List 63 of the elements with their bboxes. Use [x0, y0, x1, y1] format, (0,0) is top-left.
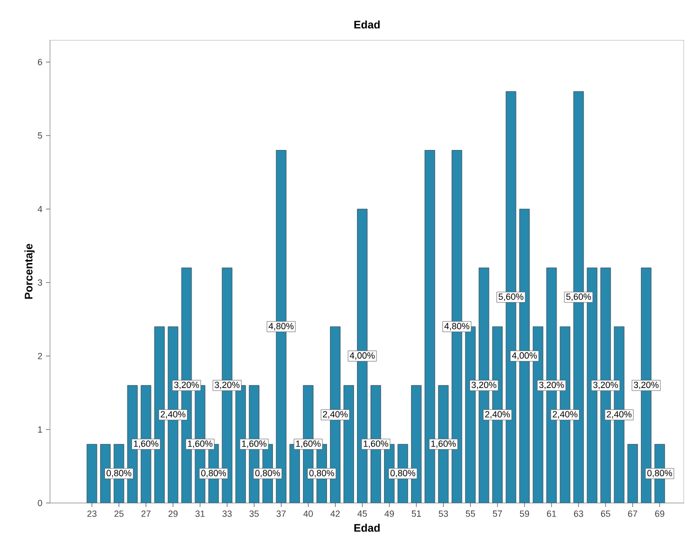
data-label: 1,60%	[134, 440, 158, 448]
data-label: 3,20%	[593, 382, 618, 390]
data-label: 1,60%	[364, 440, 388, 448]
x-tick-label: 59	[520, 510, 530, 517]
x-tick-label: 57	[492, 510, 502, 517]
data-label: 4,80%	[268, 322, 294, 330]
x-tick-label: 33	[222, 510, 232, 517]
x-tick-label: 61	[546, 510, 556, 517]
x-tick-label: 27	[141, 510, 151, 517]
data-label: 0,80%	[309, 470, 334, 478]
x-tick-label: 51	[412, 510, 421, 517]
data-label: 3,20%	[472, 382, 496, 390]
data-label: 3,20%	[174, 382, 199, 390]
data-label: 1,60%	[296, 440, 321, 448]
data-label: 0,80%	[647, 470, 672, 478]
x-tick-label: 42	[330, 510, 340, 517]
x-tick-label: 53	[438, 510, 448, 517]
data-label: 4,80%	[444, 322, 470, 330]
y-tick-label: 4	[38, 206, 42, 212]
data-label: 0,80%	[390, 470, 416, 478]
data-label: 2,40%	[322, 411, 348, 419]
x-tick-label: 67	[628, 510, 638, 517]
x-axis-title: Edad	[354, 524, 380, 532]
data-label: 2,40%	[552, 411, 578, 419]
x-tick-label: 40	[303, 510, 313, 517]
x-tick-label: 63	[574, 510, 584, 517]
data-label: 3,20%	[539, 382, 564, 390]
data-label: 0,80%	[201, 470, 226, 478]
data-label: 4,00%	[350, 352, 375, 360]
x-tick-label: 23	[87, 510, 96, 517]
x-tick-label: 29	[168, 510, 178, 517]
x-tick-label: 55	[466, 510, 476, 517]
x-tick-label: 65	[601, 510, 610, 517]
data-label: 0,80%	[106, 470, 132, 478]
y-tick-label: 5	[38, 132, 42, 139]
data-label: 1,60%	[188, 440, 212, 448]
x-tick-label: 69	[655, 510, 664, 517]
data-label: 3,20%	[214, 382, 240, 390]
x-tick-label: 49	[384, 510, 394, 517]
data-label: 3,20%	[634, 382, 659, 390]
x-tick-label: 45	[357, 510, 367, 517]
data-label: 1,60%	[242, 440, 267, 448]
data-label: 5,60%	[566, 294, 591, 301]
x-tick-label: 31	[195, 510, 205, 517]
y-axis-title: Porcentaje	[24, 244, 35, 299]
y-tick-label: 2	[38, 352, 42, 360]
data-label: 1,60%	[431, 440, 456, 448]
y-tick-label: 0	[38, 500, 42, 506]
y-tick-label: 1	[38, 426, 42, 433]
data-label: 5,60%	[498, 294, 524, 301]
data-label: 2,40%	[485, 411, 510, 419]
data-label: 0,80%	[255, 470, 280, 478]
bar	[86, 444, 98, 503]
chart-title: Edad	[354, 20, 380, 28]
data-label: 4,00%	[512, 352, 537, 360]
y-tick-label: 3	[38, 279, 42, 286]
x-tick-label: 37	[276, 510, 286, 517]
data-label: 2,40%	[606, 411, 632, 419]
data-label: 2,40%	[160, 411, 186, 419]
x-tick-label: 25	[114, 510, 124, 517]
y-tick-label: 6	[38, 58, 42, 66]
x-tick-label: 35	[249, 510, 259, 517]
bar	[627, 444, 638, 503]
